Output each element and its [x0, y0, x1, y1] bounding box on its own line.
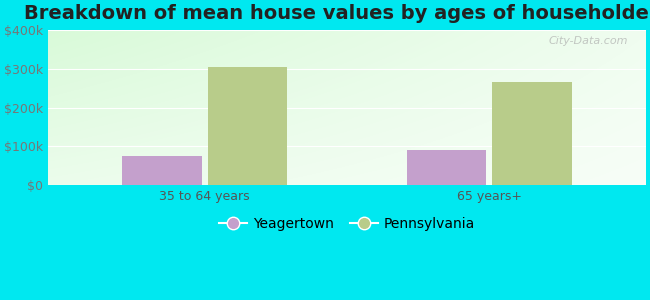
Text: City-Data.com: City-Data.com [549, 37, 628, 46]
Bar [122, 156, 202, 185]
Bar [407, 150, 486, 185]
Bar [492, 82, 572, 185]
Bar [207, 67, 287, 185]
Legend: Yeagertown, Pennsylvania: Yeagertown, Pennsylvania [214, 212, 480, 237]
Title: Breakdown of mean house values by ages of householders: Breakdown of mean house values by ages o… [24, 4, 650, 23]
